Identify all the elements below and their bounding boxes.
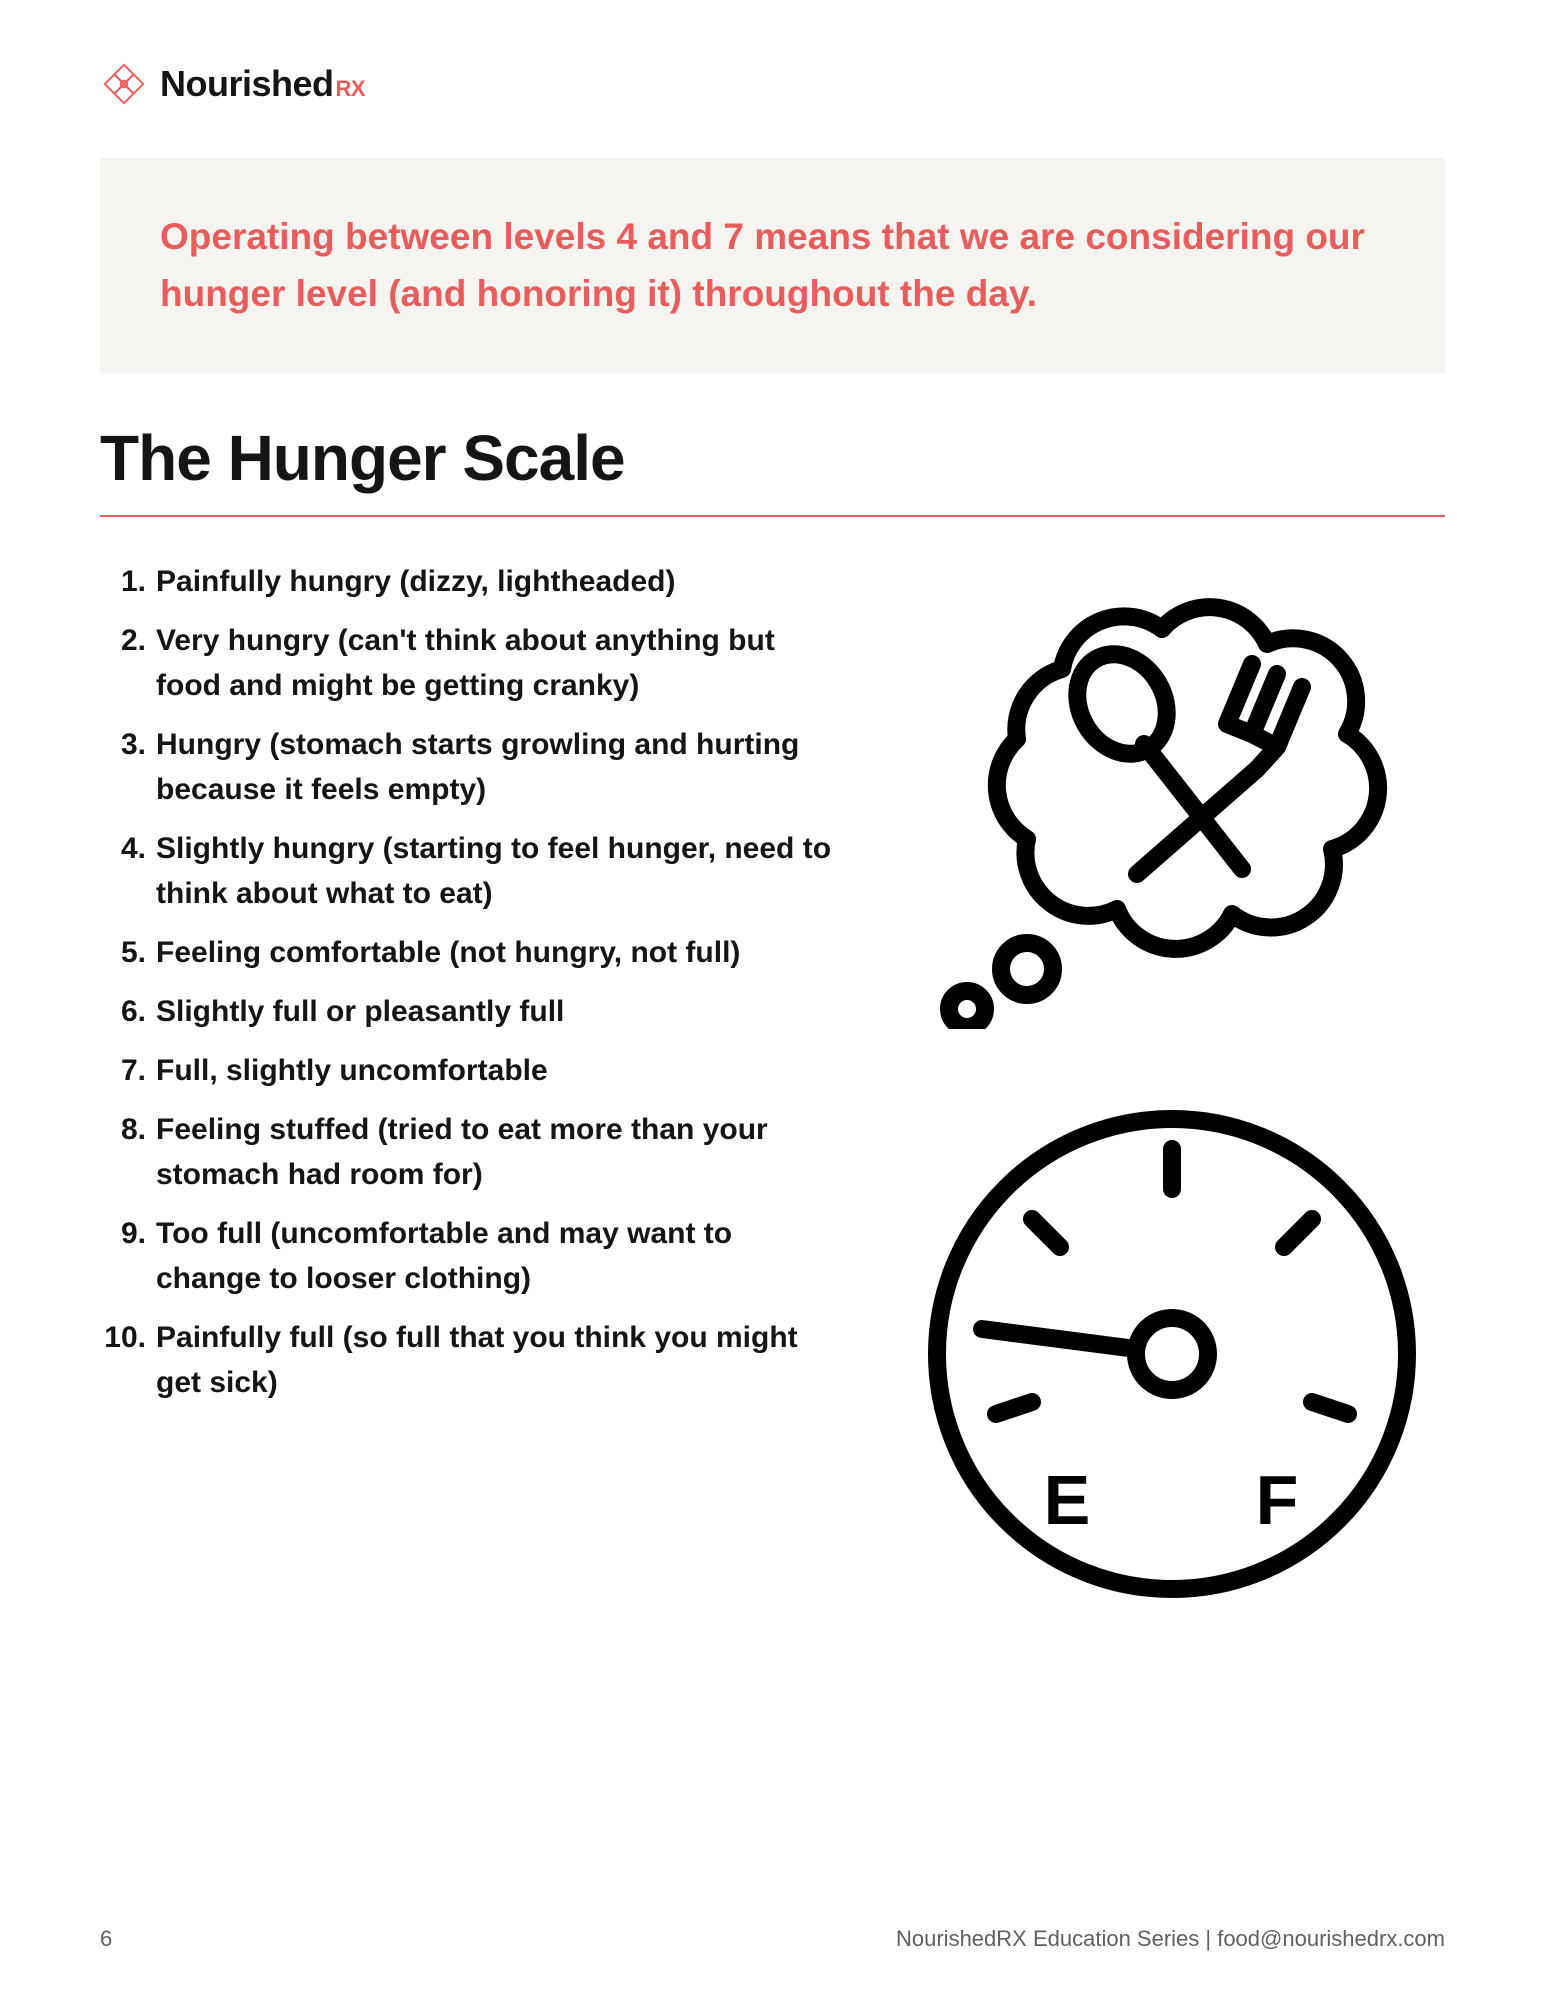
svg-text:E: E (1044, 1461, 1091, 1539)
food-thought-bubble-icon (912, 569, 1432, 1034)
fuel-gauge-icon: E F (912, 1094, 1432, 1619)
scale-item: Hungry (stomach starts growling and hurt… (100, 722, 840, 812)
title-divider (100, 515, 1445, 517)
scale-item: Painfully full (so full that you think y… (100, 1315, 840, 1405)
scale-item: Very hungry (can't think about anything … (100, 618, 840, 708)
brand-logo-icon (100, 60, 148, 108)
callout-box: Operating between levels 4 and 7 means t… (100, 158, 1445, 373)
illustration-column: E F (900, 559, 1445, 1619)
scale-item: Too full (uncomfortable and may want to … (100, 1211, 840, 1301)
page-number: 6 (100, 1926, 112, 1952)
footer-series-text: NourishedRX Education Series | food@nour… (896, 1926, 1445, 1952)
callout-text: Operating between levels 4 and 7 means t… (160, 208, 1385, 323)
hunger-scale-list: Painfully hungry (dizzy, lightheaded) Ver… (100, 559, 840, 1405)
scale-item: Slightly hungry (starting to feel hunger… (100, 826, 840, 916)
svg-text:F: F (1256, 1461, 1299, 1539)
scale-item: Full, slightly uncomfortable (100, 1048, 840, 1093)
page-footer: 6 NourishedRX Education Series | food@no… (100, 1926, 1445, 1952)
brand-suffix: RX (336, 76, 366, 102)
brand-main: Nourished (160, 63, 334, 105)
content-row: Painfully hungry (dizzy, lightheaded) Ver… (100, 559, 1445, 1619)
scale-item: Painfully hungry (dizzy, lightheaded) (100, 559, 840, 604)
scale-list-column: Painfully hungry (dizzy, lightheaded) Ver… (100, 559, 840, 1619)
brand-name: Nourished RX (160, 63, 365, 105)
scale-item: Feeling stuffed (tried to eat more than … (100, 1107, 840, 1197)
scale-item: Slightly full or pleasantly full (100, 989, 840, 1034)
page-header: Nourished RX (100, 60, 1445, 108)
scale-item: Feeling comfortable (not hungry, not ful… (100, 930, 840, 975)
page-title: The Hunger Scale (100, 421, 1445, 495)
